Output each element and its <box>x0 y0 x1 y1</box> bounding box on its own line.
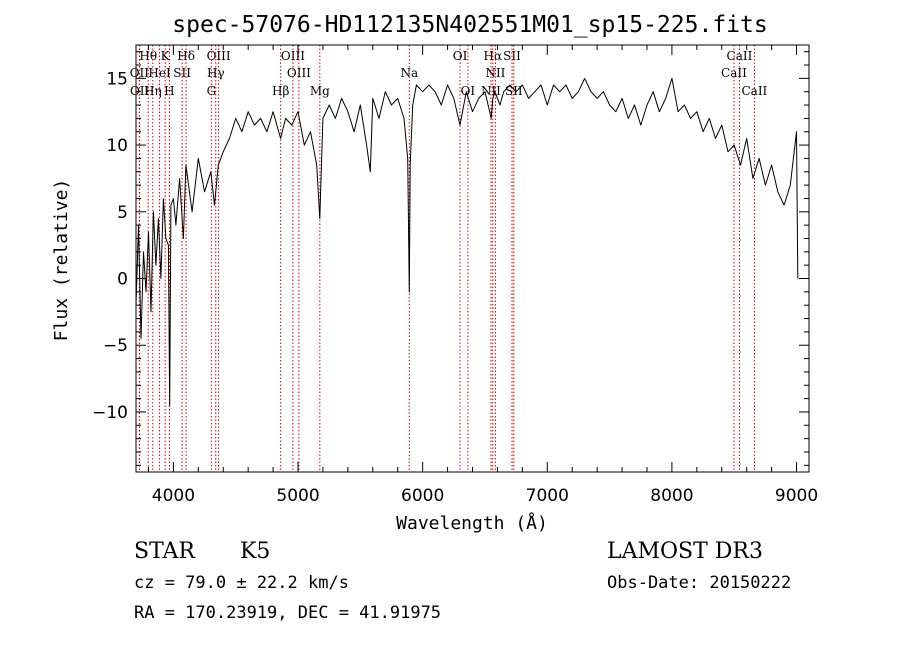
spectral-line-label-23: OI <box>461 84 476 98</box>
spectral-line-label-4: OIII <box>281 49 305 63</box>
spectral-line-label-15: NII <box>485 66 505 80</box>
object-class: STAR <box>134 539 195 564</box>
spectral-line-label-12: Hγ <box>207 66 225 80</box>
spectral-line-label-10: HeI <box>148 66 171 80</box>
x-tick-label-5: 9000 <box>775 486 818 506</box>
flux-series <box>135 77 799 406</box>
spectral-line-label-6: Hα <box>484 49 503 63</box>
spectral-line-label-22: Mg <box>310 84 330 98</box>
x-tick-label-2: 6000 <box>401 486 444 506</box>
y-tick-label-5: 15 <box>106 69 128 89</box>
spectral-line-label-11: SII <box>173 66 191 80</box>
spectral-line-label-16: CaII <box>721 66 747 80</box>
x-tick-label-3: 7000 <box>526 486 569 506</box>
redshift-velocity: cz = 79.0 ± 22.2 km/s <box>134 573 349 593</box>
spectral-line-label-8: CaII <box>727 49 753 63</box>
coordinates: RA = 170.23919, DEC = 41.91975 <box>134 603 442 623</box>
subclass: K5 <box>240 539 271 564</box>
spectral-line-label-21: Hβ <box>272 84 289 98</box>
spectral-line-label-14: Na <box>400 66 418 80</box>
y-tick-label-2: 0 <box>117 270 128 290</box>
y-axis-label: Flux (relative) <box>51 179 72 342</box>
x-tick-label-0: 4000 <box>152 486 195 506</box>
spectral-line-label-5: OI <box>453 49 468 63</box>
spectral-line-label-20: G <box>207 84 217 98</box>
x-tick-label-4: 8000 <box>650 486 693 506</box>
x-axis-label: Wavelength (Å) <box>396 512 548 534</box>
spectral-line-label-7: SII <box>503 49 521 63</box>
spectral-line-label-17: OII <box>130 84 150 98</box>
spectral-line-label-3: OIII <box>207 49 231 63</box>
spectral-line-label-0: Hθ <box>139 49 157 63</box>
y-tick-label-4: 10 <box>106 136 128 156</box>
x-tick-label-1: 5000 <box>276 486 319 506</box>
spectral-line-label-18: Hη <box>144 84 162 98</box>
y-tick-label-0: −10 <box>92 403 128 423</box>
spectral-line-label-24: NII <box>481 84 501 98</box>
y-tick-label-1: −5 <box>103 336 128 356</box>
spectral-line-label-26: CaII <box>741 84 767 98</box>
spectral-line-label-13: OIII <box>287 66 311 80</box>
spectral-line-label-2: Hδ <box>177 49 195 63</box>
series-line-flux <box>135 77 799 406</box>
plot-frame <box>135 44 810 473</box>
spectral-line-label-25: SII <box>505 84 523 98</box>
axis-ticks: 4000 5000 6000 7000 8000 9000 −10 −5 0 5 10 15 <box>92 45 818 506</box>
survey-label: LAMOST DR3 <box>607 539 763 564</box>
spectral-line-label-19: H <box>164 84 174 98</box>
observation-date: Obs-Date: 20150222 <box>607 573 792 593</box>
y-tick-label-3: 5 <box>117 203 128 223</box>
chart-title: spec-57076-HD112135N402551M01_sp15-225.f… <box>172 12 767 38</box>
spectral-line-label-1: K <box>161 49 171 63</box>
